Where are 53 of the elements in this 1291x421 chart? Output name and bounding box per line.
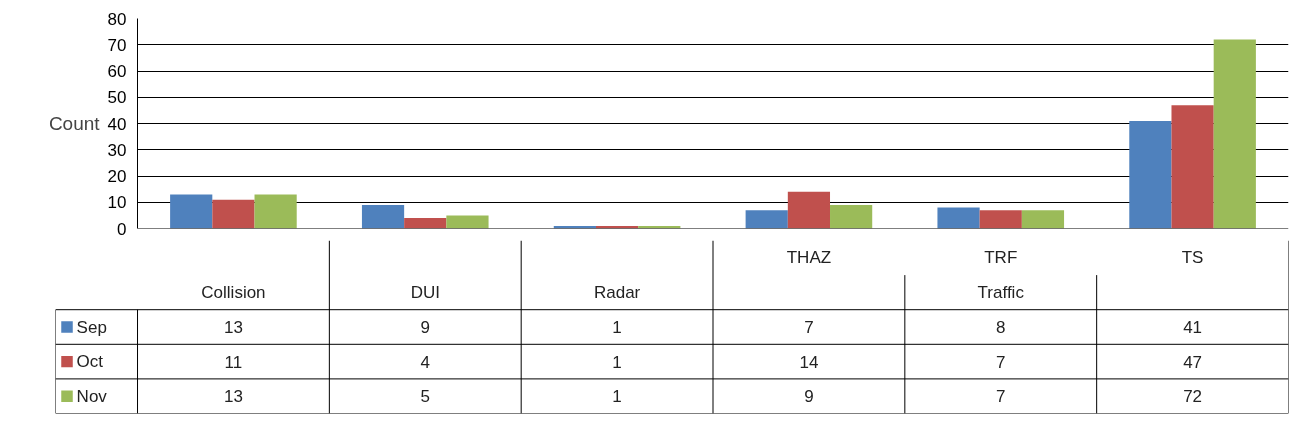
data-label: 1 (612, 318, 622, 337)
bar (1129, 120, 1172, 229)
data-label: 9 (420, 318, 431, 337)
bar (937, 207, 980, 229)
bar (254, 194, 297, 229)
y-tick-label: 40 (107, 114, 127, 134)
y-tick-label: 30 (107, 140, 127, 160)
x-tick-label: Radar (593, 282, 641, 302)
y-tick-label: 60 (107, 62, 127, 81)
data-label: 5 (420, 387, 431, 407)
data-label: 4 (420, 352, 431, 372)
x-tick-label: DUI (410, 282, 440, 302)
bar (1213, 39, 1256, 229)
data-label: 47 (1183, 352, 1203, 372)
legend-label: Oct (76, 352, 104, 372)
data-label: 72 (1183, 387, 1203, 407)
data-label: 41 (1183, 318, 1203, 337)
data-label: 13 (223, 318, 243, 337)
bar (979, 210, 1022, 229)
y-tick-label: 20 (107, 167, 127, 186)
data-label: 1 (612, 352, 622, 372)
data-label: 11 (224, 352, 243, 372)
data-label: 7 (804, 318, 814, 337)
data-label: 13 (223, 387, 243, 407)
data-label: 9 (804, 387, 814, 407)
bar (1171, 105, 1214, 229)
data-label: 1 (612, 387, 622, 407)
legend-label: Nov (76, 386, 108, 406)
bar (404, 218, 447, 229)
text: Traffic (977, 282, 1025, 302)
x-tick-label: Collision (201, 282, 266, 302)
y-tick-label: 80 (107, 9, 127, 29)
bar (1021, 210, 1065, 229)
y-axis-title: Count (48, 113, 101, 134)
y-tick-label: 0 (117, 219, 127, 239)
bar (830, 204, 873, 229)
bar (745, 210, 788, 229)
bar (170, 194, 213, 229)
data-label: 8 (996, 318, 1006, 337)
x-tick-label: THAZ (786, 248, 832, 268)
y-tick-label: 70 (107, 35, 127, 55)
y-tick-label: 50 (107, 88, 127, 108)
data-label: 7 (996, 352, 1006, 372)
bar (361, 204, 405, 229)
bar (446, 215, 489, 229)
bar (787, 191, 831, 229)
bar (212, 199, 255, 229)
legend-label: Sep (76, 317, 107, 337)
data-label: 7 (996, 387, 1006, 407)
y-tick-label: 10 (107, 193, 127, 213)
x-tick-label: TS (1181, 248, 1204, 268)
x-tick-label: TRF (984, 248, 1018, 268)
data-label: 14 (799, 352, 819, 372)
